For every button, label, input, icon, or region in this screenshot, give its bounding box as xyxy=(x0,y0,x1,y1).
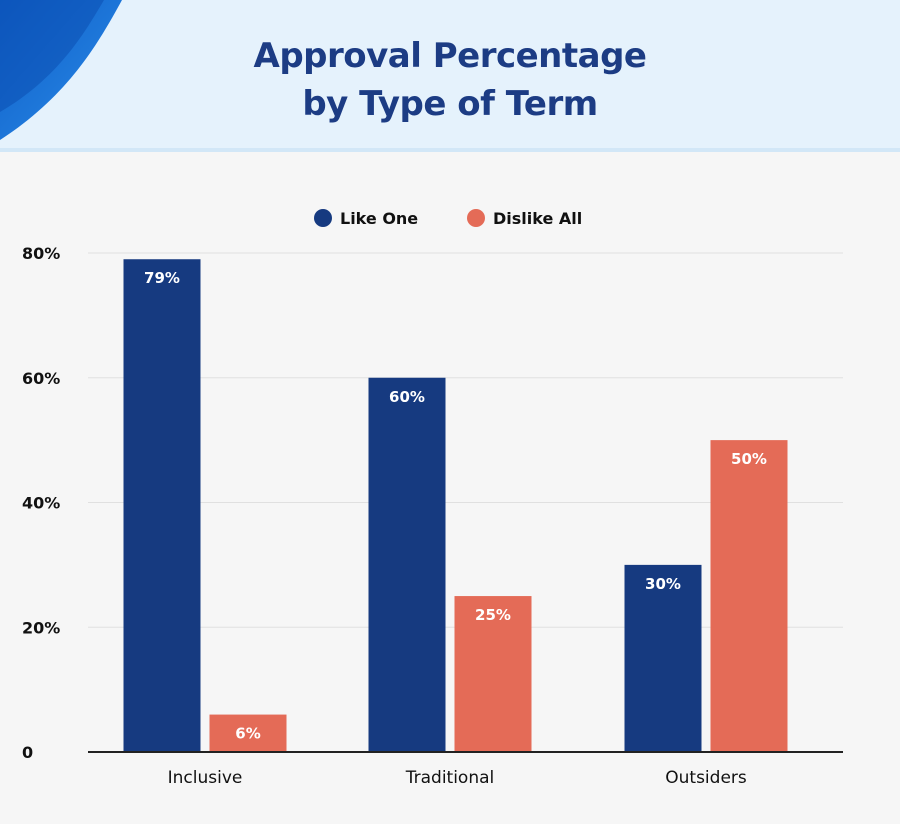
chart-title: Approval Percentage by Type of Term xyxy=(0,32,900,128)
chart-title-line-2: by Type of Term xyxy=(302,84,598,124)
x-tick-label: Traditional xyxy=(405,768,495,788)
x-tick-label: Inclusive xyxy=(168,768,243,788)
header-banner: Approval Percentage by Type of Term xyxy=(0,0,900,152)
legend-swatch xyxy=(314,209,332,227)
bar xyxy=(710,440,788,752)
bar xyxy=(368,377,446,752)
data-label: 60% xyxy=(389,388,425,406)
y-tick-label: 20% xyxy=(22,618,60,637)
data-label: 50% xyxy=(731,450,767,468)
wave-decoration xyxy=(0,0,122,140)
data-label: 6% xyxy=(235,725,260,743)
y-tick-label: 40% xyxy=(22,494,60,513)
y-tick-label: 60% xyxy=(22,369,60,388)
y-tick-label: 80% xyxy=(22,244,60,263)
y-tick-label: 0 xyxy=(22,743,33,762)
bar xyxy=(454,596,532,752)
chart-title-line-1: Approval Percentage xyxy=(253,36,647,76)
data-label: 30% xyxy=(645,575,681,593)
bar xyxy=(123,259,201,752)
bar xyxy=(209,714,287,752)
bar xyxy=(624,564,702,752)
legend-label: Like One xyxy=(340,209,418,228)
legend-swatch xyxy=(467,209,485,227)
legend-label: Dislike All xyxy=(493,209,582,228)
x-tick-label: Outsiders xyxy=(665,768,747,788)
data-label: 25% xyxy=(475,606,511,624)
data-label: 79% xyxy=(144,269,180,287)
